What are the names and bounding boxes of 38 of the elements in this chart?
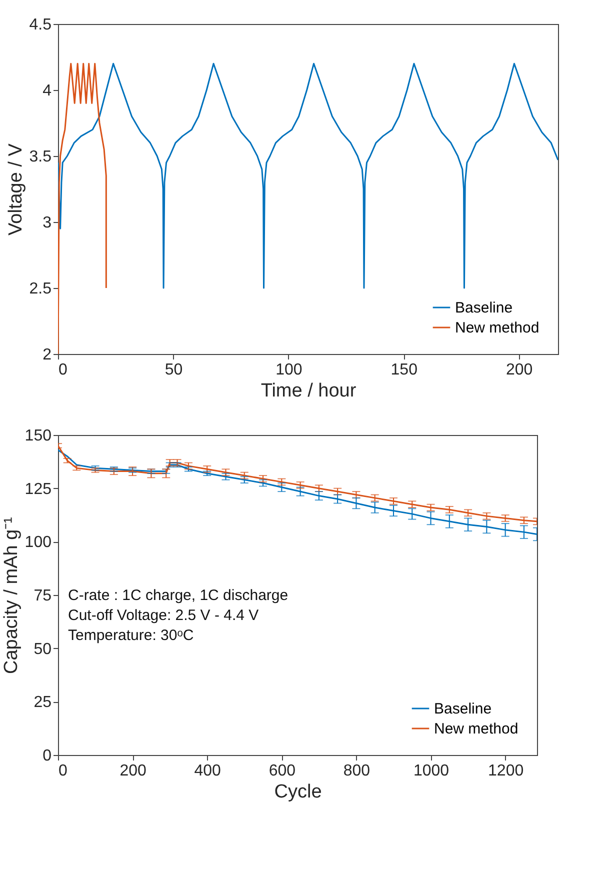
x-axis-title: Cycle <box>274 782 322 802</box>
y-tick-label: 25 <box>34 694 52 712</box>
annotation: Cut-off Voltage: 2.5 V - 4.4 V <box>68 607 259 624</box>
x-tick-label: 1200 <box>488 762 524 780</box>
x-tick-label: 600 <box>268 762 296 780</box>
y-tick-label: 2.5 <box>29 280 52 298</box>
y-axis-title: Capacity / mAh g⁻¹ <box>0 517 22 674</box>
line-series <box>58 62 107 354</box>
annotation: Temperature: 30ᵒC <box>68 627 194 644</box>
legend-label: Baseline <box>434 700 492 718</box>
x-tick-label: 50 <box>164 362 183 378</box>
y-tick-label: 3 <box>42 214 52 232</box>
y-tick-label: 125 <box>24 480 52 498</box>
x-tick-label: 0 <box>58 362 68 378</box>
y-tick-label: 4 <box>42 82 52 100</box>
legend-label: Baseline <box>455 300 513 316</box>
x-tick-label: 800 <box>343 762 370 780</box>
legend-label: New method <box>455 320 540 336</box>
x-tick-label: 100 <box>276 362 302 378</box>
x-tick-label: 1000 <box>413 762 450 780</box>
y-tick-label: 75 <box>34 588 52 604</box>
y-tick-label: 0 <box>42 748 52 764</box>
y-tick-label: 150 <box>24 428 52 444</box>
y-tick-label: 3.5 <box>29 148 52 166</box>
y-axis-title: Voltage / V <box>5 143 26 236</box>
legend-label: New method <box>434 720 518 738</box>
x-tick-label: 200 <box>120 762 146 780</box>
x-axis-title: Time / hour <box>260 380 357 402</box>
y-tick-label: 100 <box>24 534 52 552</box>
x-tick-label: 400 <box>194 762 222 780</box>
y-tick-label: 4.5 <box>29 16 52 34</box>
x-tick-label: 200 <box>506 362 533 378</box>
x-tick-label: 0 <box>58 762 68 780</box>
y-tick-label: 2 <box>42 346 52 364</box>
line-series <box>58 62 558 289</box>
y-tick-label: 50 <box>34 640 52 658</box>
annotation: C-rate : 1C charge, 1C discharge <box>68 587 288 604</box>
x-tick-label: 150 <box>390 362 418 378</box>
